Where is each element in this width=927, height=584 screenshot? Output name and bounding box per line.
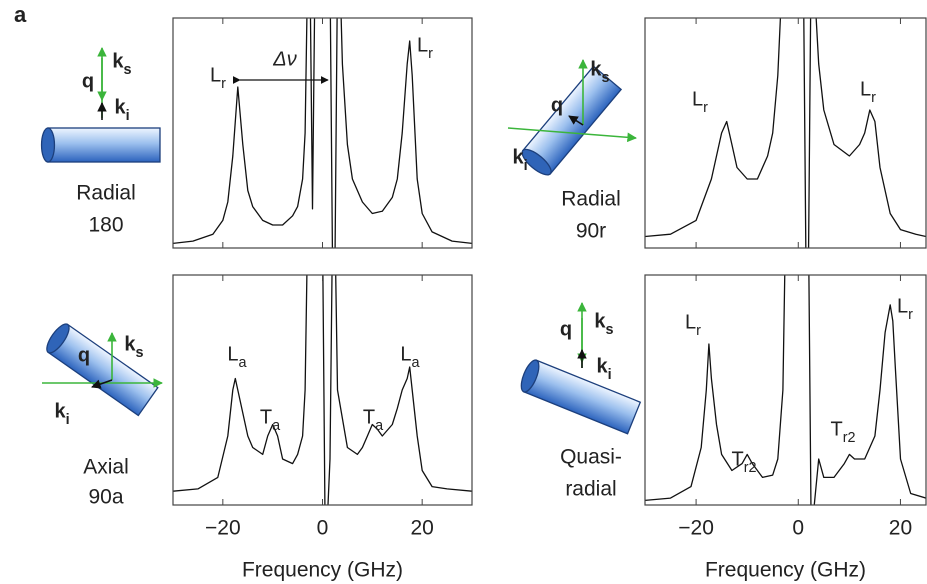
vector-label: ki [54, 400, 69, 428]
peak-label-sub: a [239, 355, 247, 371]
cylinder-end [46, 323, 70, 354]
spectrum-line [173, 18, 472, 248]
vector-label: ks [124, 333, 143, 361]
peak-label-sub: a [412, 355, 420, 371]
inset-caption: Axial [83, 456, 129, 479]
inset-caption: Radial [561, 188, 621, 211]
cylinder [40, 127, 161, 163]
peak-label-sub: r [871, 90, 876, 106]
x-tick-label: −20 [205, 517, 241, 540]
vector-label-sub: i [66, 412, 70, 428]
vector-label: ki [596, 355, 611, 383]
vector-label-sub: s [606, 322, 614, 338]
peak-label-sub: r [908, 307, 913, 323]
vector-label-sub: s [124, 62, 132, 78]
panel-label: a [14, 2, 27, 27]
vector-label: q [82, 70, 94, 92]
peak-label: Ta [363, 406, 383, 434]
peak-label-sub: r2 [843, 430, 856, 446]
x-tick-label: 0 [792, 517, 804, 540]
plot-frame [644, 274, 927, 506]
cylinder-end [40, 127, 56, 163]
inset-caption: 180 [88, 214, 123, 237]
q-vector [568, 115, 584, 126]
vector-label-sub: s [602, 70, 610, 86]
peak-label: Lr [692, 88, 708, 116]
inset-caption: radial [565, 478, 616, 501]
peak-label: Δν [272, 48, 296, 70]
inset-caption: 90r [576, 220, 606, 243]
q-vector [91, 379, 113, 389]
peak-label-sub: r [696, 323, 701, 339]
peak-label: La [227, 343, 246, 371]
vector-label-sub: i [608, 367, 612, 383]
inset-caption: 90a [88, 486, 123, 509]
x-axis-label: Frequency (GHz) [242, 559, 403, 582]
peak-label: Lr [210, 64, 226, 92]
peak-label: Lr [685, 311, 701, 339]
vector-label-sub: i [524, 158, 528, 174]
peak-label: Lr [897, 295, 913, 323]
x-tick-label: 0 [317, 517, 329, 540]
vector-label: q [78, 344, 90, 366]
vector-label: q [560, 318, 572, 340]
peak-label: Lr [860, 78, 876, 106]
vector-label: q [551, 94, 563, 116]
plot-frame [644, 17, 927, 249]
peak-label-sub: r [703, 100, 708, 116]
spectrum-line [645, 275, 926, 505]
peak-label-sub: r [428, 46, 433, 62]
vector-label: ks [594, 310, 613, 338]
peak-label-sub: a [272, 418, 280, 434]
cylinder [520, 359, 642, 435]
peak-label-sub: a [375, 418, 383, 434]
cylinder-body [47, 127, 161, 163]
vector-label: ks [112, 50, 131, 78]
peak-label-sub: r2 [744, 460, 757, 476]
x-axis-label: Frequency (GHz) [705, 559, 866, 582]
inset-caption: Radial [76, 182, 136, 205]
x-tick-label: 20 [410, 517, 433, 540]
spectrum-line [173, 275, 472, 505]
cylinder-end [520, 359, 540, 393]
wavevector [507, 127, 637, 143]
cylinder-body [522, 359, 642, 435]
peak-label: Tr2 [830, 418, 855, 446]
inset-caption: Quasi- [560, 446, 622, 469]
vector-label: ki [114, 96, 129, 124]
x-tick-label: −20 [678, 517, 714, 540]
x-tick-label: 20 [889, 517, 912, 540]
cylinder-end [521, 148, 552, 176]
spectrum-line [645, 18, 926, 248]
vector-label-sub: s [136, 345, 144, 361]
peak-label: Lr [417, 34, 433, 62]
peak-label: Tr2 [731, 448, 756, 476]
vector-label-sub: i [126, 108, 130, 124]
peak-label-sub: r [221, 76, 226, 92]
plot-frame [172, 274, 473, 506]
